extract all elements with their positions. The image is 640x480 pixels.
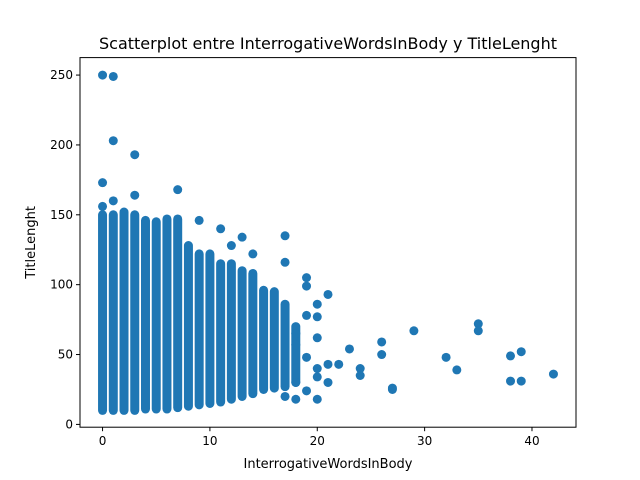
data-point [237,232,247,242]
data-point [312,364,322,374]
point-column [183,241,193,411]
point-column [259,285,269,394]
point-column [119,207,129,415]
point-column [140,215,150,414]
point-column [151,217,161,414]
data-point [323,377,333,387]
point-column [173,214,183,413]
y-tick-label: 50 [58,348,73,362]
x-tick-label: 40 [524,434,539,448]
data-point [280,391,290,401]
point-column [237,266,247,401]
point-column [216,259,226,407]
y-tick-label: 250 [50,68,73,82]
point-column [98,210,108,415]
point-column [108,210,118,415]
data-point [473,326,483,336]
data-point [108,136,118,146]
data-point [173,185,183,195]
data-point [280,257,290,267]
data-point [302,310,312,320]
data-point [302,281,312,291]
data-point [516,347,526,357]
data-point [302,352,312,362]
data-point [334,359,344,369]
data-point [130,150,140,160]
data-point [226,241,236,251]
data-point [130,190,140,200]
point-column [205,249,215,408]
data-point [98,70,108,80]
data-point [98,178,108,188]
data-point [377,337,387,347]
data-point [506,376,516,386]
data-point [216,224,226,234]
data-point [312,333,322,343]
data-point [473,319,483,329]
data-point [312,299,322,309]
data-point [302,273,312,283]
data-point [312,394,322,404]
y-tick-label: 150 [50,208,73,222]
data-point [108,196,118,206]
data-point [323,359,333,369]
y-tick-label: 200 [50,138,73,152]
point-column [269,287,279,393]
x-tick-label: 10 [202,434,217,448]
chart-title: Scatterplot entre InterrogativeWordsInBo… [99,34,557,53]
data-point [280,231,290,241]
data-points [98,70,558,415]
y-tick-label: 0 [65,417,73,431]
x-tick-label: 20 [310,434,325,448]
plot-frame [79,57,577,428]
x-tick-label: 30 [417,434,432,448]
data-point [248,249,258,259]
data-point [194,215,204,225]
data-point [291,340,301,350]
data-point [312,372,322,382]
point-column [226,259,236,404]
data-point [355,370,365,380]
data-point [355,364,365,374]
x-tick-label: 0 [99,434,107,448]
data-point [344,344,354,354]
data-point [291,394,301,404]
point-column [291,322,301,387]
data-point [516,376,526,386]
data-point [548,369,558,379]
point-column [280,299,290,392]
data-point [506,351,516,361]
data-point [312,312,322,322]
data-point [452,365,462,375]
x-axis-label: InterrogativeWordsInBody [244,457,413,472]
data-point [323,289,333,299]
point-column [162,214,172,414]
data-point [302,386,312,396]
y-axis-label: TitleLenght [24,206,39,280]
data-point [387,384,397,394]
point-column [194,249,204,410]
data-point [98,201,108,211]
point-column [248,268,258,399]
data-point [409,326,419,336]
data-point [377,350,387,360]
data-point [108,71,118,81]
axes: 0 10 20 30 40 0 50 100 150 200 250 [50,68,540,448]
data-point [291,329,301,339]
y-tick-label: 100 [50,278,73,292]
data-point [441,352,451,362]
data-point [291,377,301,387]
point-column [130,210,140,415]
